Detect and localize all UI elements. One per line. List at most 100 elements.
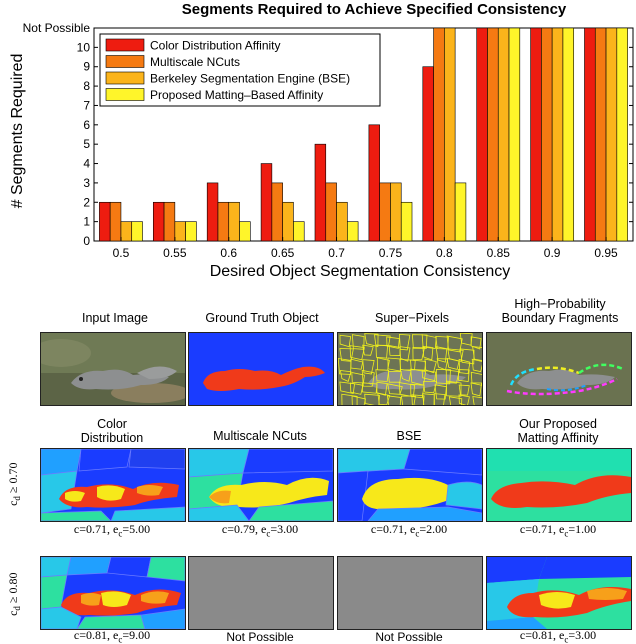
- bar: [217, 201, 230, 242]
- x-tick-label: 0.75: [379, 246, 403, 260]
- y-tick-label: Not Possible: [23, 21, 91, 35]
- bar: [400, 201, 413, 242]
- y-tick-label: 9: [83, 60, 90, 74]
- y-tick-label: 3: [83, 176, 90, 190]
- bar: [454, 182, 467, 242]
- x-tick-label: 0.6: [220, 246, 237, 260]
- not-possible-ncuts: Not Possible: [226, 630, 294, 644]
- caption-ncuts-070: c=0.79, ec=3.00: [221, 522, 299, 539]
- bar: [325, 182, 337, 242]
- bar: [347, 221, 359, 242]
- title-boundary-line2: Boundary Fragments: [501, 311, 619, 325]
- bar: [314, 143, 327, 242]
- seg-color-080: [40, 556, 186, 630]
- y-tick-label: 7: [83, 98, 90, 112]
- legend-label: Multiscale NCuts: [150, 55, 240, 69]
- row-label-080: cd ≥ 0.80: [5, 572, 23, 616]
- seg-ours-080: [486, 556, 632, 630]
- boundary-fragments-image: [486, 332, 632, 406]
- bar: [293, 221, 305, 242]
- bar: [379, 182, 391, 242]
- legend-swatch: [105, 55, 145, 68]
- bar: [584, 27, 596, 242]
- title-ground-truth: Ground Truth Object: [205, 311, 319, 325]
- bar: [562, 27, 575, 242]
- caption-ours-080: c=0.81, ec=3.00: [519, 628, 597, 644]
- bar: [239, 221, 251, 242]
- seg-ncuts-080-not-possible: [188, 556, 334, 630]
- title-color-line2: Distribution: [80, 431, 144, 445]
- bar: [163, 201, 176, 242]
- legend-label: Color Distribution Affinity: [150, 39, 281, 53]
- bar: [336, 201, 348, 242]
- bar: [476, 27, 488, 242]
- bar: [271, 182, 283, 242]
- title-input-image: Input Image: [81, 311, 148, 325]
- bar: [497, 27, 510, 242]
- bar: [594, 27, 607, 242]
- bar: [185, 221, 197, 242]
- y-tick-label: 10: [77, 40, 91, 54]
- bar: [228, 201, 240, 242]
- super-pixels-image: [337, 332, 483, 406]
- bar: [487, 27, 499, 242]
- bar: [120, 221, 133, 242]
- title-color-line1: Color: [97, 417, 127, 431]
- row-label-070: cd ≥ 0.70: [5, 462, 23, 506]
- bar: [152, 201, 165, 242]
- legend-swatch: [105, 38, 145, 52]
- chart-title: Segments Required to Achieve Specified C…: [182, 1, 567, 18]
- not-possible-bse: Not Possible: [375, 630, 443, 644]
- legend-swatch: [105, 88, 145, 101]
- legend: Color Distribution Affinity Multiscale NC…: [99, 33, 381, 107]
- bar: [605, 27, 618, 242]
- seg-ours-070: [486, 448, 632, 522]
- bar: [174, 221, 186, 242]
- y-tick-label: 1: [83, 215, 90, 229]
- bar-chart: Segments Required to Achieve Specified C…: [9, 1, 634, 280]
- legend-box: [99, 33, 381, 107]
- x-tick-label: 0.8: [436, 246, 453, 260]
- x-axis-label: Desired Object Segmentation Consistency: [210, 263, 511, 280]
- x-tick-label: 0.7: [328, 246, 345, 260]
- y-tick-label: 6: [83, 118, 90, 132]
- title-bse: BSE: [396, 429, 422, 443]
- x-tick-label: 0.5: [113, 246, 130, 260]
- x-tick-label: 0.85: [487, 246, 511, 260]
- input-image: [40, 332, 186, 406]
- legend-swatch: [105, 71, 145, 85]
- seg-bse-070: [337, 448, 483, 522]
- y-tick-label: 5: [83, 137, 90, 151]
- bar: [99, 201, 111, 242]
- bar: [508, 27, 521, 242]
- y-tick-label: 0: [83, 234, 90, 248]
- caption-bse-070: c=0.71, ec=2.00: [370, 522, 448, 539]
- title-ncuts: Multiscale NCuts: [213, 429, 307, 443]
- bar: [368, 124, 380, 242]
- caption-ours-070: c=0.71, ec=1.00: [519, 522, 597, 539]
- y-tick-label: 8: [83, 79, 90, 93]
- title-super-pixels: Super−Pixels: [375, 311, 449, 325]
- bar: [541, 27, 553, 242]
- legend-label: Berkeley Segmentation Engine (BSE): [150, 72, 350, 86]
- seg-color-070: [40, 448, 186, 522]
- bar: [282, 201, 294, 242]
- seg-bse-080-not-possible: [337, 556, 483, 630]
- caption-color-080: c=0.81, ec=9.00: [73, 628, 151, 644]
- y-axis-label: # Segments Required: [9, 54, 26, 209]
- bar: [616, 27, 628, 242]
- bar: [260, 163, 273, 242]
- bar: [390, 182, 402, 242]
- x-tick-label: 0.65: [271, 246, 295, 260]
- y-tick-label: 2: [83, 195, 90, 209]
- bar: [131, 221, 143, 242]
- caption-color-070: c=0.71, ec=5.00: [73, 522, 151, 539]
- x-tick-label: 0.55: [163, 246, 187, 260]
- x-tick-label: 0.9: [544, 246, 561, 260]
- bar: [433, 27, 445, 242]
- bar: [206, 182, 219, 242]
- y-tick-label: 4: [83, 157, 90, 171]
- ground-truth-mask: [188, 332, 334, 406]
- bar: [422, 66, 434, 242]
- title-ours-line2: Matting Affinity: [517, 431, 599, 445]
